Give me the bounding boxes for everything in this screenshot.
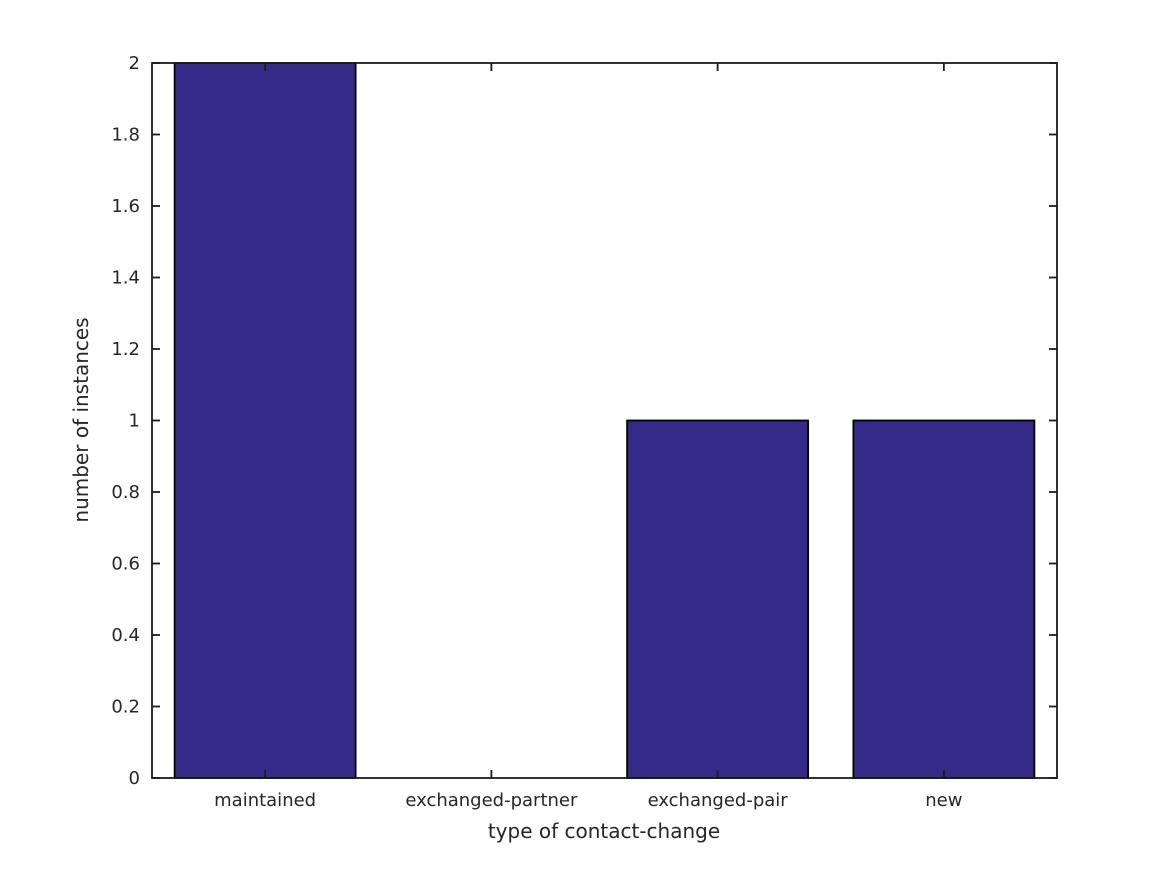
y-tick-label: 0.2: [111, 697, 140, 718]
bar-exchanged-pair: [626, 419, 810, 779]
y-axis-label: number of instances: [69, 317, 93, 522]
y-tick-label: 0: [129, 768, 140, 789]
x-tick-label-maintained: maintained: [214, 790, 316, 811]
y-tick-label: 0.6: [111, 554, 140, 575]
y-tick-label: 1.4: [111, 268, 140, 289]
y-tick-label: 2: [129, 53, 140, 74]
x-tick-label-new: new: [925, 790, 962, 811]
plot-area: 0 0.2 0.4 0.6 0.8 1 1.2 1.4 1.6 1.8 2 maintained exc…: [111, 53, 1058, 811]
x-tick-label-exchanged-partner: exchanged-partner: [405, 790, 578, 811]
y-tick-label: 1.8: [111, 125, 140, 146]
x-tick-label-exchanged-pair: exchanged-pair: [648, 790, 789, 811]
y-tick-label: 1: [129, 411, 140, 432]
y-tick-label: 0.8: [111, 482, 140, 503]
bar-new: [852, 419, 1036, 779]
y-tick-label: 0.4: [111, 625, 140, 646]
y-tick-label: 1.2: [111, 339, 140, 360]
y-tick-label: 1.6: [111, 196, 140, 217]
x-axis-label: type of contact-change: [488, 819, 720, 843]
bar-maintained: [173, 62, 357, 779]
